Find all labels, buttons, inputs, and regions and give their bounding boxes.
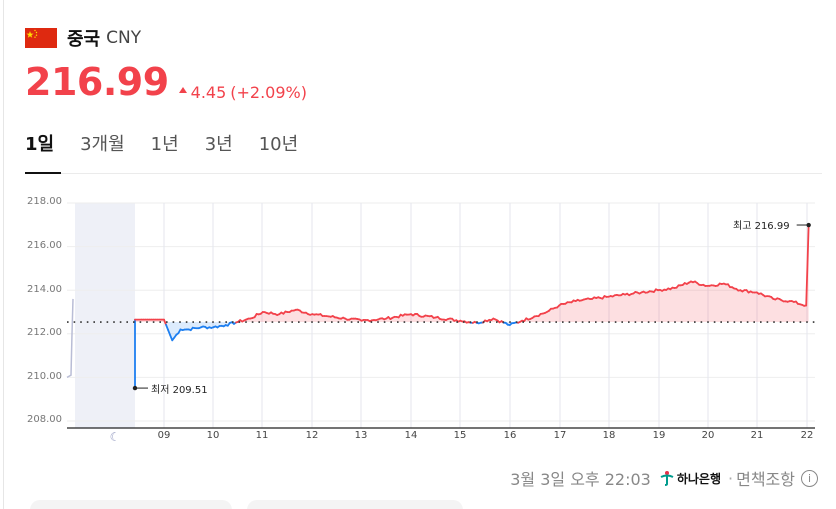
chart-canvas bbox=[66, 202, 815, 429]
footer: 3월 3일 오후 22:03 하나은행 · 면책조항 i bbox=[510, 466, 818, 490]
tab-1d[interactable]: 1일 bbox=[25, 134, 55, 155]
up-arrow-icon bbox=[178, 87, 187, 93]
high-annotation: 최고 216.99 bbox=[733, 221, 790, 232]
price-chart[interactable]: 218.00 216.00 214.00 212.00 210.00 208.0… bbox=[0, 190, 836, 450]
period-tabs: 1일 3개월 1년 3년 10년 bbox=[25, 130, 324, 156]
info-icon[interactable]: i bbox=[801, 469, 818, 487]
separator: · bbox=[728, 468, 734, 488]
active-tab-indicator bbox=[25, 172, 61, 174]
y-tick-label: 212.00 bbox=[27, 327, 62, 338]
currency-header: 중국 CNY bbox=[25, 25, 141, 51]
tabs-divider bbox=[25, 173, 822, 174]
x-tick-label: 22 bbox=[800, 430, 814, 441]
y-tick-label: 218.00 bbox=[27, 196, 62, 207]
hana-bank-logo-icon bbox=[660, 471, 674, 486]
x-tick-label: 10 bbox=[206, 430, 220, 441]
disclaimer-link[interactable]: 면책조항 bbox=[736, 470, 795, 489]
change-percent: (+2.09%) bbox=[230, 82, 307, 102]
x-tick-label: 11 bbox=[255, 430, 269, 441]
x-tick-label: 14 bbox=[404, 430, 418, 441]
related-card[interactable] bbox=[30, 500, 232, 509]
y-tick-label: 210.00 bbox=[27, 371, 62, 382]
change-value: 4.45 bbox=[190, 82, 227, 102]
y-tick-label: 208.00 bbox=[27, 414, 62, 425]
tab-3y[interactable]: 3년 bbox=[204, 134, 233, 155]
low-annotation: 최저 209.51 bbox=[151, 385, 208, 396]
x-tick-label: 18 bbox=[602, 430, 616, 441]
bank-source: 하나은행 bbox=[659, 470, 721, 487]
timestamp: 3월 3일 오후 22:03 bbox=[510, 470, 651, 489]
y-tick-label: 216.00 bbox=[27, 240, 62, 251]
night-moon-icon: ☾ bbox=[109, 430, 121, 444]
tab-3m[interactable]: 3개월 bbox=[80, 134, 125, 155]
x-tick-label: 17 bbox=[553, 430, 567, 441]
x-tick-label: 19 bbox=[652, 430, 666, 441]
price-change: 4.45 (+2.09%) bbox=[178, 82, 307, 102]
page-left-border bbox=[3, 0, 4, 509]
bank-name: 하나은행 bbox=[676, 471, 722, 486]
price-row: 216.99 4.45 (+2.09%) bbox=[25, 60, 307, 104]
x-tick-label: 13 bbox=[354, 430, 368, 441]
x-tick-label: 12 bbox=[305, 430, 319, 441]
x-tick-label: 20 bbox=[701, 430, 715, 441]
china-flag-icon bbox=[25, 28, 57, 48]
x-tick-label: 09 bbox=[157, 430, 171, 441]
x-tick-label: 21 bbox=[750, 430, 764, 441]
tab-1y[interactable]: 1년 bbox=[150, 134, 179, 155]
currency-code: CNY bbox=[106, 28, 142, 48]
x-tick-label: 15 bbox=[453, 430, 467, 441]
current-price: 216.99 bbox=[25, 60, 169, 104]
y-tick-label: 214.00 bbox=[27, 284, 62, 295]
x-tick-label: 16 bbox=[503, 430, 517, 441]
related-card[interactable] bbox=[247, 500, 463, 509]
tab-10y[interactable]: 10년 bbox=[258, 134, 299, 155]
country-name: 중국 bbox=[67, 29, 101, 50]
